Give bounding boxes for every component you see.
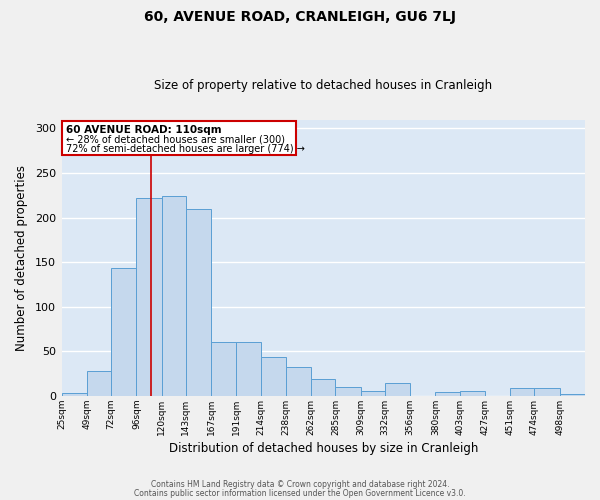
Bar bbox=[361, 392, 385, 396]
Text: ← 28% of detached houses are smaller (300): ← 28% of detached houses are smaller (30… bbox=[66, 134, 285, 144]
Bar bbox=[111, 268, 136, 396]
X-axis label: Distribution of detached houses by size in Cranleigh: Distribution of detached houses by size … bbox=[169, 442, 478, 455]
Bar bbox=[260, 356, 286, 396]
Bar bbox=[186, 208, 211, 396]
Bar bbox=[161, 196, 186, 396]
Y-axis label: Number of detached properties: Number of detached properties bbox=[15, 164, 28, 350]
Bar bbox=[87, 371, 111, 396]
Text: Contains public sector information licensed under the Open Government Licence v3: Contains public sector information licen… bbox=[134, 490, 466, 498]
Bar bbox=[510, 388, 535, 396]
Bar bbox=[136, 198, 161, 396]
Bar bbox=[460, 392, 485, 396]
Text: Contains HM Land Registry data © Crown copyright and database right 2024.: Contains HM Land Registry data © Crown c… bbox=[151, 480, 449, 489]
Bar bbox=[535, 388, 560, 396]
Bar bbox=[62, 122, 296, 155]
Text: 60 AVENUE ROAD: 110sqm: 60 AVENUE ROAD: 110sqm bbox=[66, 125, 221, 135]
Bar bbox=[311, 379, 335, 396]
Text: 60, AVENUE ROAD, CRANLEIGH, GU6 7LJ: 60, AVENUE ROAD, CRANLEIGH, GU6 7LJ bbox=[144, 10, 456, 24]
Bar bbox=[335, 387, 361, 396]
Bar bbox=[286, 368, 311, 396]
Title: Size of property relative to detached houses in Cranleigh: Size of property relative to detached ho… bbox=[154, 79, 493, 92]
Bar bbox=[385, 382, 410, 396]
Bar bbox=[560, 394, 585, 396]
Bar bbox=[436, 392, 460, 396]
Text: 72% of semi-detached houses are larger (774) →: 72% of semi-detached houses are larger (… bbox=[66, 144, 305, 154]
Bar bbox=[62, 393, 87, 396]
Bar bbox=[236, 342, 260, 396]
Bar bbox=[211, 342, 236, 396]
